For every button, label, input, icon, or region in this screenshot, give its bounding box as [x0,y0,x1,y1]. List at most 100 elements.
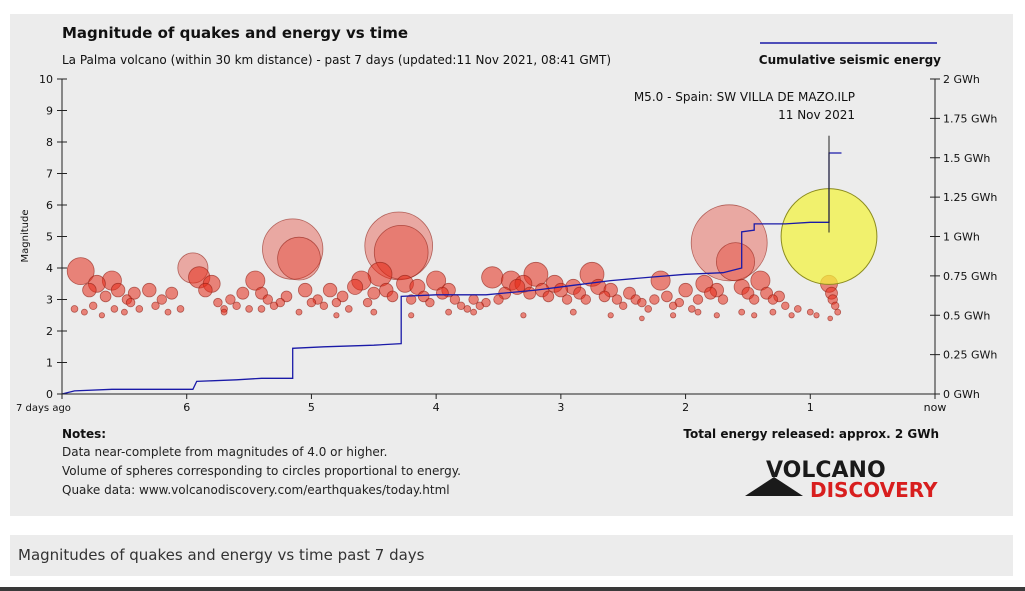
quake-bubble [716,242,756,282]
quake-bubble [690,204,768,282]
quake-bubble [793,305,802,313]
quake-bubble [738,308,746,316]
logo-triangle [745,477,803,496]
quake-bubble [834,308,842,316]
quake-bubble [110,282,126,298]
annotation-line2: 11 Nov 2021 [778,108,855,122]
y2-tick-label: 0.75 GWh [943,270,997,283]
quake-bubble [509,278,526,295]
logo-line2: DISCOVERY [810,478,938,502]
y2-tick-label: 1 GWh [943,231,980,244]
quake-bubble [435,286,449,300]
y-tick-label: 7 [46,168,53,181]
y2-tick-label: 0.5 GWh [943,309,990,322]
annotation: M5.0 - Spain: SW VILLA DE MAZO.ILP 11 No… [634,90,855,233]
quake-bubble [470,308,478,316]
quake-bubble [121,308,128,316]
notes-line-1: Data near-complete from magnitudes of 4.… [62,445,387,459]
quake-bubble [298,282,313,298]
quake-bubble [142,282,157,298]
quake-bubble [598,290,611,303]
logo-line1: VOLCANO [766,458,886,483]
quake-bubble [493,294,504,305]
y-tick-label: 6 [46,199,53,212]
y2-tick-label: 1.25 GWh [943,191,997,204]
quake-bubble [687,305,696,313]
quake-bubble [692,294,704,305]
quake-bubble [306,297,317,308]
quake-bubble [678,282,693,298]
quake-bubble [370,308,378,316]
y-tick-label: 0 [46,388,53,401]
quake-bubble [125,297,136,308]
quake-bubble [88,301,98,310]
quake-bubble [475,301,484,310]
chart-svg: Magnitude of quakes and energy vs time L… [16,24,997,502]
legend-label: Cumulative seismic energy [759,53,941,67]
quake-bubble [386,290,399,303]
quake-bubble [669,312,677,319]
quake-bubble [70,305,79,313]
quake-bubble [520,312,527,319]
quake-bubble [639,315,645,322]
y-tick-label: 2 [46,325,53,338]
y-tick-label: 4 [46,262,53,275]
y2-tick-label: 2 GWh [943,73,980,86]
quake-bubble [611,294,623,305]
quake-bubble [561,294,573,305]
quake-bubble [367,286,381,300]
quake-bubble [445,308,453,316]
y-axis-label: Magnitude [20,210,31,263]
y-tick-label: 9 [46,105,53,118]
quake-bubble [649,294,660,305]
quake-bubble [713,312,720,319]
y-tick-label: 3 [46,294,53,307]
quake-bubble [225,294,236,305]
chart-panel: Magnitude of quakes and energy vs time L… [10,14,1013,516]
quake-bubble [98,312,106,319]
quake-bubble [176,305,185,313]
x-tick-label: 5 [308,401,315,414]
x-tick-label: 7 days ago [16,403,71,414]
quake-bubble [750,270,771,291]
x-tick-label: 3 [557,401,564,414]
quake-bubble [463,305,472,313]
quake-bubble [644,305,652,313]
quake-bubble [81,308,88,316]
quake-bubble [262,294,273,305]
bottom-divider [0,587,1025,591]
quake-bubble [319,301,329,310]
energy-line [61,152,842,395]
quake-bubble [156,294,168,305]
quake-bubble [788,312,795,319]
quake-bubble [704,286,717,300]
x-tick-label: 6 [183,401,190,414]
y-tick-label: 1 [46,357,53,370]
quake-bubble [99,290,112,303]
axes-layer: 0 1 2 3 4 5 6 7 8 9 10 0 GWh 0.25 GWh 0.5 GWh 0.75 GWh… [16,73,997,414]
quake-bubble [426,270,447,291]
quake-bubble [82,282,97,298]
quake-bubble [751,312,758,319]
quake-bubble [767,294,779,305]
quake-bubble [295,308,303,316]
quake-bubble [213,297,223,308]
quake-bubble [347,278,364,295]
quake-bubble [367,261,393,287]
quake-bubble [232,301,241,310]
quake-bubble [481,266,504,289]
quake-bubble [220,308,228,316]
notes-heading: Notes: [62,427,106,441]
quake-bubble [637,297,647,308]
quake-bubble [245,270,266,291]
annotation-line1: M5.0 - Spain: SW VILLA DE MAZO.ILP [634,90,855,104]
quake-bubble [127,286,141,300]
caption-bar: Magnitudes of quakes and energy vs time … [10,535,1013,576]
quake-bubble [781,301,790,310]
quake-bubble [333,312,340,319]
quake-bubble [151,301,160,310]
quake-bubble [66,257,95,286]
quake-bubble [806,308,814,316]
bubbles-layer [66,188,878,322]
notes-line-3: Quake data: www.volcanodiscovery.com/ear… [62,483,450,497]
